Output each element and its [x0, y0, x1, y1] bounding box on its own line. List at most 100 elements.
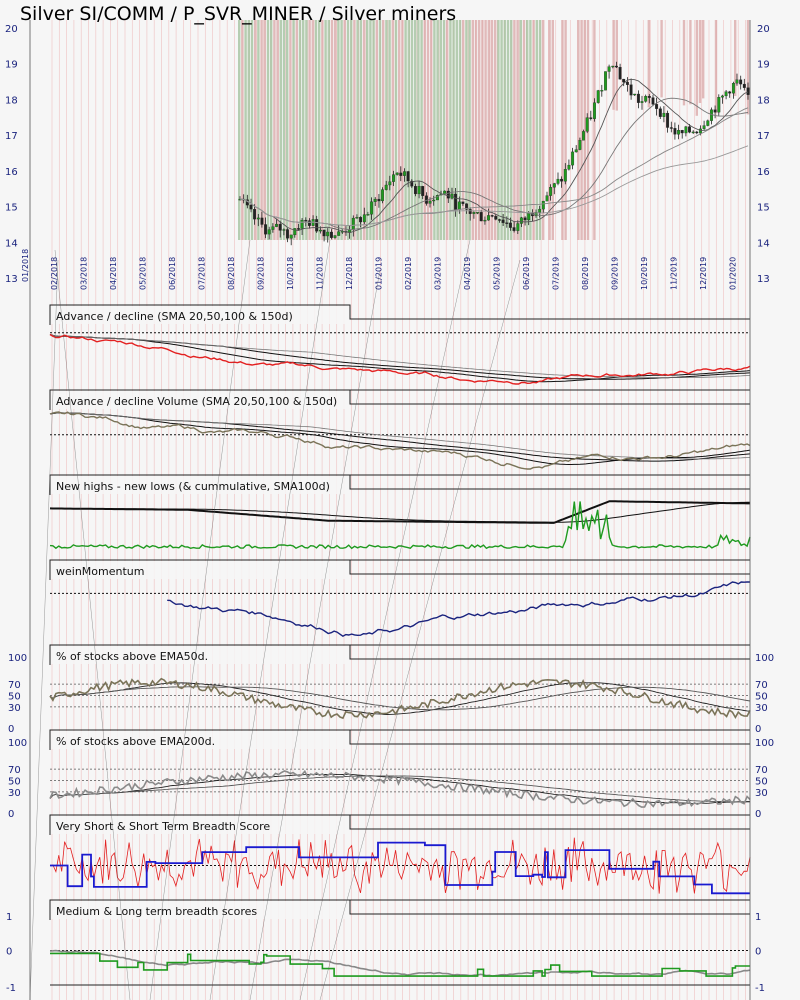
- shade-bar: [378, 20, 382, 240]
- price-y-tick-left: 20: [5, 24, 18, 35]
- panel-title-bg: [50, 391, 350, 409]
- candle-body: [673, 128, 677, 135]
- candle-body: [403, 171, 406, 176]
- price-y-tick-left: 18: [5, 95, 18, 106]
- candle-body: [629, 84, 633, 96]
- date-tick-label: 10/2018: [286, 257, 295, 290]
- y-tick-left: 30: [8, 788, 21, 799]
- candle-body: [541, 200, 545, 210]
- shade-bar: [471, 20, 474, 240]
- panel-tab: [49, 899, 750, 920]
- date-tick-label: 09/2018: [257, 257, 266, 290]
- shade-bar: [241, 20, 244, 240]
- price-y-tick-right: 20: [757, 24, 770, 35]
- price-candles: [238, 61, 750, 246]
- candle-body: [267, 229, 271, 235]
- shade-bar: [407, 20, 410, 240]
- shade-bar: [532, 20, 535, 240]
- candle-body: [607, 66, 611, 72]
- shade-bar: [449, 20, 452, 240]
- shade-bar: [478, 20, 481, 240]
- candle-body: [392, 174, 395, 182]
- sma-line: [49, 334, 751, 378]
- shade-bar: [682, 20, 686, 106]
- price-y-axis: 20 20 19 19 18 18 17 17 16 16 15 15 14 14 13 13: [5, 24, 770, 285]
- candle-body: [468, 209, 472, 214]
- price-y-tick-left: 17: [5, 131, 18, 142]
- shade-bar: [548, 20, 551, 240]
- candle-body: [307, 220, 311, 226]
- y-tick-right: 70: [755, 680, 768, 691]
- candle-body: [662, 112, 666, 117]
- diagonal-line: [249, 269, 381, 1000]
- shade-bar: [372, 20, 375, 240]
- candle-body: [421, 186, 425, 196]
- candle-body: [370, 201, 374, 215]
- candle-body: [318, 229, 322, 232]
- date-tick-label: 03/2018: [80, 257, 89, 290]
- y-tick-left: 50: [8, 777, 21, 788]
- panel-vs: Very Short & Short Term Breadth Score: [49, 814, 751, 901]
- candle-body: [746, 87, 750, 95]
- price-ma-line: [239, 145, 749, 227]
- shade-bar: [516, 20, 519, 240]
- shade-bar: [266, 20, 270, 240]
- panel-title: Very Short & Short Term Breadth Score: [56, 820, 270, 833]
- date-tick-label: 11/2019: [670, 257, 679, 290]
- shade-bar: [302, 20, 305, 240]
- candle-body: [560, 178, 564, 182]
- shade-bar: [487, 20, 490, 240]
- candle-body: [688, 126, 691, 133]
- candle-body: [417, 186, 421, 195]
- candle-body: [359, 217, 363, 223]
- date-tick-label: 07/2018: [198, 257, 207, 290]
- shade-bar: [343, 20, 346, 240]
- date-tick-label: 12/2019: [699, 257, 708, 290]
- shade-bar: [247, 20, 250, 240]
- candle-body: [494, 216, 498, 220]
- y-tick-left: 100: [8, 738, 27, 749]
- candle-body: [669, 127, 673, 129]
- date-tick-label: 01/2018: [21, 249, 30, 282]
- candle-body: [600, 90, 604, 92]
- shade-bar: [420, 20, 423, 240]
- shade-bar: [308, 20, 311, 240]
- shade-bar: [430, 20, 433, 240]
- shade-bar: [334, 20, 337, 240]
- panel-title-bg: [50, 476, 350, 494]
- shade-bar: [660, 20, 663, 98]
- candle-body: [516, 223, 520, 231]
- candle-body: [640, 101, 644, 103]
- shade-bar: [270, 20, 273, 240]
- shade-bar: [276, 20, 279, 240]
- candle-body: [611, 65, 615, 68]
- candle-body: [271, 226, 275, 230]
- shade-bar: [298, 20, 302, 240]
- panel-tab: [49, 304, 750, 325]
- panel-nhnl: New highs - new lows (& cummulative, SMA…: [49, 474, 751, 561]
- candle-body: [658, 108, 662, 117]
- shade-bar: [462, 20, 465, 240]
- shade-bar: [513, 20, 516, 240]
- y-tick-left: 70: [8, 680, 21, 691]
- candle-body: [519, 217, 523, 224]
- shade-bar: [593, 20, 596, 240]
- shade-bar: [433, 20, 436, 240]
- shade-bar: [362, 20, 366, 240]
- candle-body: [256, 217, 260, 220]
- sma-line: [50, 501, 750, 523]
- candle-body: [253, 209, 257, 220]
- shade-bar: [382, 20, 385, 240]
- diagonal-line: [149, 239, 251, 1000]
- shade-bar: [583, 20, 586, 240]
- y-tick-left: 0: [8, 724, 14, 735]
- candle-body: [633, 93, 637, 96]
- series-line: [50, 841, 750, 895]
- y-tick-right: -1: [755, 983, 765, 994]
- shade-bar: [398, 20, 401, 240]
- shade-bar: [538, 20, 542, 240]
- candle-body: [731, 83, 735, 94]
- y-tick-right: 100: [755, 653, 774, 664]
- candle-body: [713, 109, 717, 113]
